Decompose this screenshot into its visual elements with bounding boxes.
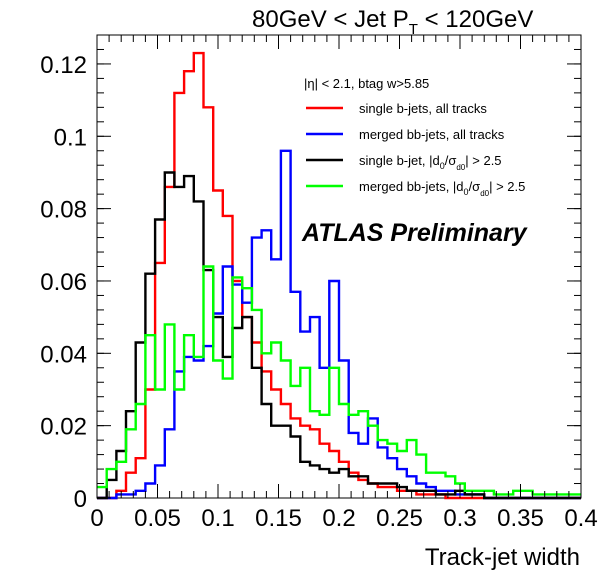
legend-text-part: | > 2.5 (489, 179, 525, 194)
legend-label-1: merged bb-jets, all tracks (359, 127, 505, 142)
chart-title-end: < 120GeV (418, 6, 533, 33)
x-tick-label: 0 (90, 505, 103, 532)
x-tick-label: 0.05 (134, 505, 181, 532)
x-axis-title: Track-jet width (425, 544, 580, 571)
series-line-0 (97, 51, 581, 500)
chart-title-main: 80GeV < Jet P (252, 6, 409, 33)
y-tick-label: 0.04 (40, 341, 87, 368)
x-tick-label: 0.1 (201, 505, 234, 532)
atlas-label: ATLAS Preliminary (301, 219, 528, 247)
legend: single b-jets, all tracks merged bb-jets,… (306, 101, 525, 198)
x-tick-label: 0.4 (564, 505, 597, 532)
legend-label-3: merged bb-jets, |d0/σd0| > 2.5 (359, 179, 525, 198)
legend-text-part: /σ (445, 153, 457, 168)
x-tick-label: 0.35 (497, 505, 544, 532)
series-line-3 (97, 265, 581, 496)
legend-text-part: | > 2.5 (465, 153, 501, 168)
legend-text-part: single b-jets, all tracks (359, 101, 487, 116)
x-tick-label: 0.2 (322, 505, 355, 532)
legend-subscript: 0 (464, 187, 469, 197)
legend-text-part: /σ (469, 179, 481, 194)
y-tick-label: 0.08 (40, 197, 87, 224)
x-tick-label: 0.15 (255, 505, 302, 532)
y-tick-label: 0.02 (40, 414, 87, 441)
cut-label: |η| < 2.1, btag w>5.85 (304, 76, 429, 91)
y-tick-label: 0 (74, 486, 87, 513)
series-layer (97, 51, 581, 500)
legend-label-0: single b-jets, all tracks (359, 101, 487, 116)
y-tick-label: 0.12 (40, 52, 87, 79)
legend-text-part: merged bb-jets, |d (359, 179, 464, 194)
x-tick-label: 0.3 (443, 505, 476, 532)
axes-layer (96, 34, 582, 499)
legend-label-2: single b-jet, |d0/σd0| > 2.5 (359, 153, 502, 172)
legend-subscript: d0 (456, 163, 465, 172)
legend-subscript: 0 (440, 161, 445, 171)
legend-subscript: d0 (480, 189, 489, 198)
chart-title: 80GeV < Jet PT < 120GeV (252, 6, 533, 38)
y-tick-label: 0.1 (54, 124, 87, 151)
chart-title-sub: T (409, 21, 418, 38)
x-tick-label: 0.25 (376, 505, 423, 532)
legend-text-part: merged bb-jets, all tracks (359, 127, 505, 142)
tick-labels: 0 0.05 0.1 0.15 0.2 0.25 0.3 0.35 0.4 0 0.02 0.04 0.… (40, 52, 597, 532)
y-tick-label: 0.06 (40, 269, 87, 296)
legend-text-part: single b-jet, |d (359, 153, 440, 168)
